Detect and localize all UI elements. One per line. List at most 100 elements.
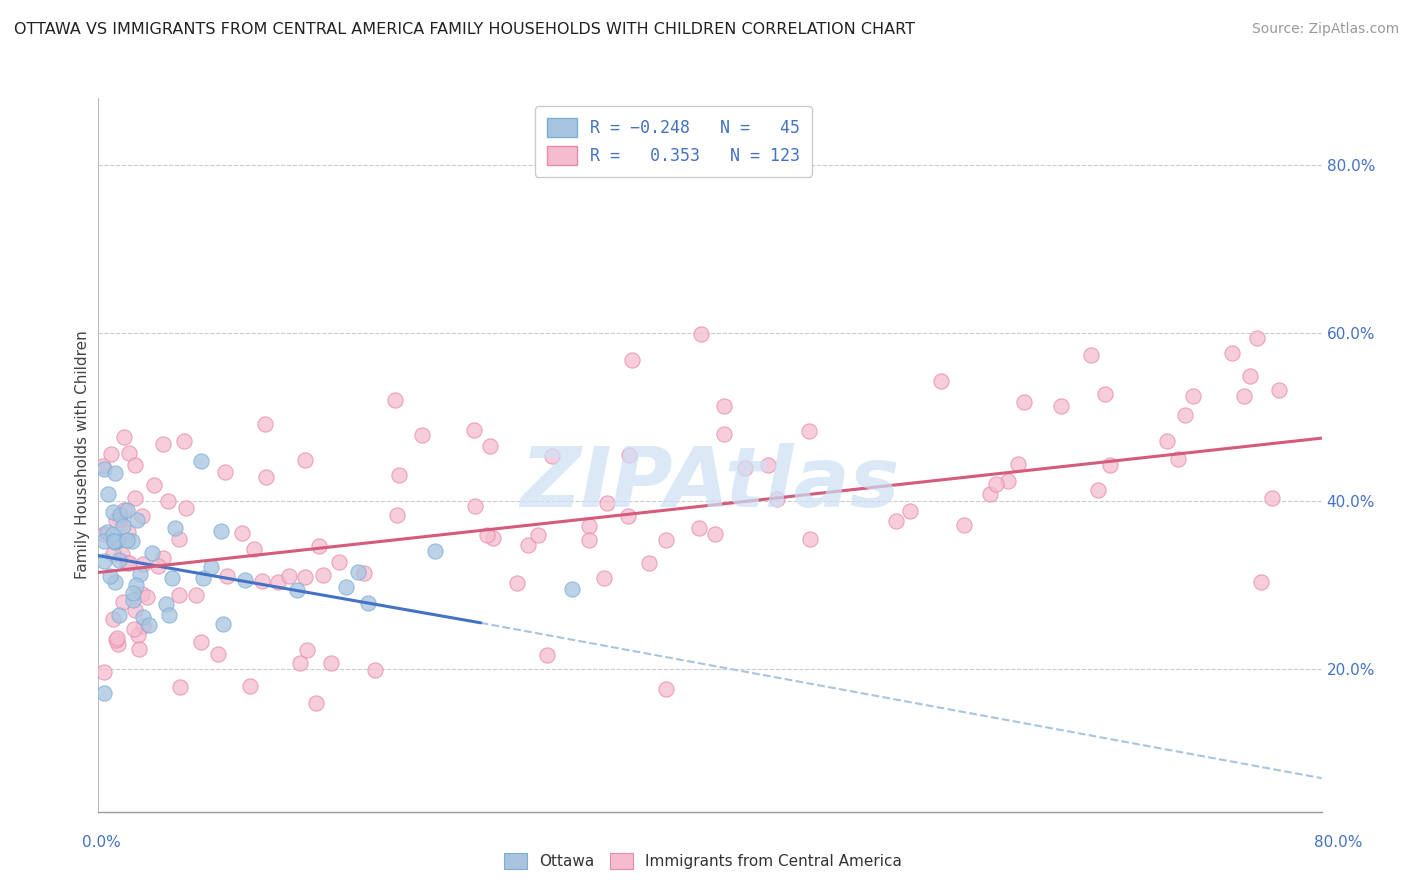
Point [163, 521, 186, 535]
Point [91, 459, 114, 474]
Point [141, 546, 163, 560]
Point [1012, 394, 1035, 409]
Point [517, 538, 540, 552]
Point [209, 524, 232, 538]
Point [252, 574, 274, 589]
Point [1050, 400, 1073, 414]
Point [157, 607, 180, 622]
Legend: Ottawa, Immigrants from Central America: Ottawa, Immigrants from Central America [498, 847, 908, 875]
Point [107, 534, 129, 549]
Point [1220, 346, 1243, 360]
Point [104, 534, 127, 549]
Point [118, 446, 141, 460]
Point [797, 424, 820, 438]
Point [152, 550, 174, 565]
Point [766, 491, 789, 506]
Point [101, 612, 124, 626]
Point [1094, 387, 1116, 401]
Point [190, 635, 212, 649]
Point [305, 696, 328, 710]
Point [713, 426, 735, 441]
Point [297, 643, 319, 657]
Point [593, 571, 616, 585]
Text: 0.0%: 0.0% [82, 836, 121, 850]
Point [704, 526, 727, 541]
Point [93, 526, 115, 541]
Point [277, 569, 299, 583]
Point [143, 478, 166, 492]
Point [294, 453, 316, 467]
Legend: R = −0.248   N =   45, R =   0.353   N = 123: R = −0.248 N = 45, R = 0.353 N = 123 [536, 106, 811, 177]
Point [527, 528, 550, 542]
Point [235, 573, 257, 587]
Point [1098, 458, 1121, 472]
Text: OTTAWA VS IMMIGRANTS FROM CENTRAL AMERICA FAMILY HOUSEHOLDS WITH CHILDREN CORREL: OTTAWA VS IMMIGRANTS FROM CENTRAL AMERIC… [14, 22, 915, 37]
Point [111, 595, 134, 609]
Point [561, 582, 583, 596]
Point [214, 465, 236, 479]
Point [132, 610, 155, 624]
Point [152, 437, 174, 451]
Point [254, 470, 277, 484]
Point [411, 427, 433, 442]
Point [191, 571, 214, 585]
Point [312, 568, 335, 582]
Point [104, 575, 127, 590]
Point [387, 508, 409, 522]
Point [979, 486, 1001, 500]
Point [620, 353, 643, 368]
Point [100, 446, 122, 460]
Point [578, 533, 600, 547]
Point [353, 566, 375, 580]
Point [112, 518, 135, 533]
Point [110, 508, 132, 522]
Point [898, 504, 921, 518]
Point [121, 586, 143, 600]
Point [115, 533, 138, 547]
Point [578, 519, 600, 533]
Point [1007, 458, 1029, 472]
Point [105, 631, 128, 645]
Point [294, 570, 316, 584]
Text: Source: ZipAtlas.com: Source: ZipAtlas.com [1251, 22, 1399, 37]
Point [124, 491, 146, 505]
Point [357, 596, 380, 610]
Point [1174, 409, 1197, 423]
Point [111, 547, 134, 561]
Point [1156, 434, 1178, 449]
Point [1087, 483, 1109, 497]
Point [108, 607, 131, 622]
Point [167, 589, 190, 603]
Point [997, 475, 1019, 489]
Point [103, 534, 125, 549]
Point [617, 449, 640, 463]
Point [347, 566, 370, 580]
Point [131, 508, 153, 523]
Point [135, 591, 157, 605]
Point [93, 554, 115, 568]
Point [1261, 491, 1284, 505]
Point [118, 556, 141, 570]
Point [96, 524, 118, 539]
Point [231, 525, 253, 540]
Point [207, 647, 229, 661]
Point [335, 580, 357, 594]
Point [174, 500, 197, 515]
Point [212, 617, 235, 632]
Point [1239, 368, 1261, 383]
Point [308, 539, 330, 553]
Point [689, 326, 711, 341]
Point [239, 679, 262, 693]
Point [167, 532, 190, 546]
Point [734, 460, 756, 475]
Point [463, 423, 485, 437]
Point [160, 571, 183, 585]
Point [169, 680, 191, 694]
Point [481, 532, 503, 546]
Point [110, 512, 132, 526]
Point [884, 514, 907, 528]
Point [132, 557, 155, 571]
Point [506, 576, 529, 591]
Point [121, 593, 143, 607]
Point [475, 527, 498, 541]
